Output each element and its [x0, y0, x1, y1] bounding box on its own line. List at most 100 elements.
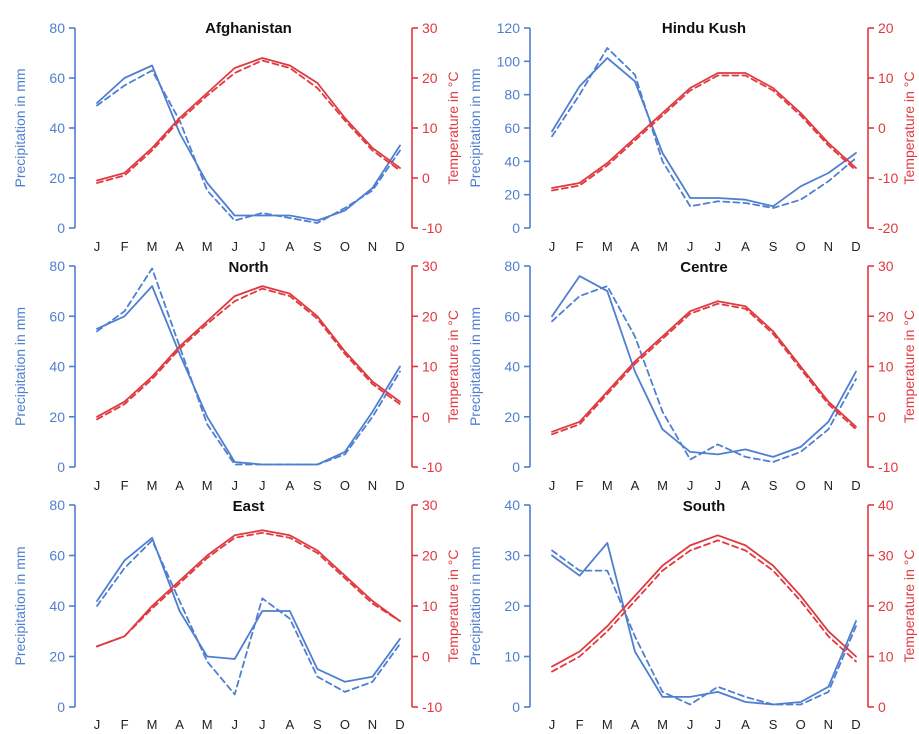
right-tick-label: 30 — [422, 258, 438, 274]
x-tick-label: D — [851, 717, 860, 732]
x-tick-label: M — [602, 717, 613, 732]
x-tick-label: S — [769, 478, 778, 493]
precipitation-dashed-line — [551, 549, 857, 706]
x-tick-label: O — [340, 717, 350, 732]
precipitation-solid-line — [551, 275, 857, 458]
left-tick-label: 20 — [504, 409, 520, 425]
precipitation-dashed-line — [96, 267, 401, 466]
x-tick-label: O — [796, 239, 806, 254]
panel-east: 0 20 40 60 80 -10 0 10 20 30 J F M A M J J A S O N D East Preci… — [12, 497, 461, 732]
x-tick-label: J — [259, 478, 266, 493]
x-tick-label: J — [549, 239, 556, 254]
left-tick-label: 40 — [49, 598, 65, 614]
temperature-solid-line — [96, 529, 401, 648]
right-tick-label: 0 — [878, 409, 886, 425]
panel-hindu-kush: 0 20 40 60 80 100 120 -20 -10 0 10 20 J F M A M J J A S O N D Hi… — [467, 20, 917, 254]
x-tick-label: J — [549, 717, 556, 732]
x-tick-label: D — [395, 478, 404, 493]
precipitation-solid-line — [96, 285, 401, 466]
right-tick-label: -10 — [422, 699, 442, 715]
x-tick-label: N — [824, 717, 833, 732]
temperature-dashed-line — [96, 531, 401, 648]
right-tick-label: 0 — [878, 120, 886, 136]
precipitation-solid-line — [96, 536, 401, 683]
x-tick-label: F — [576, 239, 584, 254]
x-tick-label: F — [121, 239, 129, 254]
x-tick-label: N — [368, 478, 377, 493]
x-tick-label: S — [313, 717, 322, 732]
x-tick-label: D — [395, 717, 404, 732]
x-tick-label: A — [285, 239, 294, 254]
x-tick-label: S — [769, 239, 778, 254]
x-tick-label: N — [368, 717, 377, 732]
x-tick-label: A — [631, 717, 640, 732]
x-tick-label: J — [687, 239, 694, 254]
right-tick-label: -10 — [422, 220, 442, 236]
temperature-solid-line — [551, 72, 857, 189]
right-tick-label: 0 — [422, 649, 430, 665]
left-tick-label: 40 — [504, 153, 520, 169]
x-tick-label: A — [741, 717, 750, 732]
precipitation-solid-line — [551, 57, 857, 208]
right-tick-label: 0 — [422, 409, 430, 425]
precipitation-dashed-line — [96, 539, 401, 696]
right-tick-label: 0 — [878, 699, 886, 715]
x-tick-label: M — [202, 239, 213, 254]
x-tick-label: J — [94, 239, 101, 254]
precipitation-solid-line — [96, 64, 401, 222]
x-tick-label: M — [657, 717, 668, 732]
x-tick-label: O — [340, 239, 350, 254]
x-tick-label: A — [285, 717, 294, 732]
x-tick-label: S — [769, 717, 778, 732]
x-tick-label: A — [631, 239, 640, 254]
left-axis-label: Precipitation in mm — [12, 68, 28, 187]
x-tick-label: J — [259, 717, 266, 732]
left-tick-label: 0 — [57, 459, 65, 475]
panel-title: North — [229, 259, 269, 276]
x-tick-label: A — [741, 478, 750, 493]
panel-title: Afghanistan — [205, 20, 292, 37]
panel-centre: 0 20 40 60 80 -10 0 10 20 30 J F M A M J J A S O N D Centre Pre… — [467, 258, 917, 493]
x-tick-label: M — [602, 239, 613, 254]
panel-title: East — [233, 498, 265, 515]
right-axis-label: Temperature in °C — [445, 72, 461, 185]
right-tick-label: 10 — [878, 70, 894, 86]
x-tick-label: M — [202, 717, 213, 732]
left-tick-label: 80 — [49, 497, 65, 513]
right-tick-label: 20 — [422, 308, 438, 324]
x-tick-label: N — [824, 478, 833, 493]
x-tick-label: J — [687, 478, 694, 493]
left-tick-label: 40 — [504, 359, 520, 375]
temperature-dashed-line — [96, 59, 401, 184]
left-tick-label: 60 — [49, 70, 65, 86]
left-tick-label: 80 — [504, 87, 520, 103]
right-tick-label: 20 — [878, 20, 894, 36]
left-axis-label: Precipitation in mm — [467, 68, 483, 187]
x-tick-label: O — [796, 717, 806, 732]
x-tick-label: D — [395, 239, 404, 254]
x-tick-label: A — [631, 478, 640, 493]
x-tick-label: A — [285, 478, 294, 493]
temperature-dashed-line — [96, 287, 401, 421]
x-tick-label: A — [741, 239, 750, 254]
temperature-dashed-line — [551, 302, 857, 436]
x-tick-label: J — [231, 717, 238, 732]
x-tick-label: F — [121, 717, 129, 732]
right-tick-label: -20 — [878, 220, 898, 236]
left-tick-label: 20 — [49, 409, 65, 425]
right-tick-label: 40 — [878, 497, 894, 513]
x-tick-label: M — [657, 239, 668, 254]
left-tick-label: 80 — [49, 258, 65, 274]
temperature-solid-line — [551, 534, 857, 668]
x-tick-label: J — [715, 239, 722, 254]
left-axis-label: Precipitation in mm — [467, 546, 483, 665]
temperature-dashed-line — [551, 74, 857, 192]
left-tick-label: 20 — [49, 649, 65, 665]
x-tick-label: O — [340, 478, 350, 493]
left-tick-label: 60 — [504, 308, 520, 324]
left-tick-label: 40 — [504, 497, 520, 513]
right-tick-label: 20 — [422, 548, 438, 564]
left-tick-label: 20 — [49, 170, 65, 186]
left-tick-label: 60 — [504, 120, 520, 136]
panel-afghanistan: 0 20 40 60 80 -10 0 10 20 30 J F M A M J J A S O N D Afghanist… — [12, 20, 461, 254]
